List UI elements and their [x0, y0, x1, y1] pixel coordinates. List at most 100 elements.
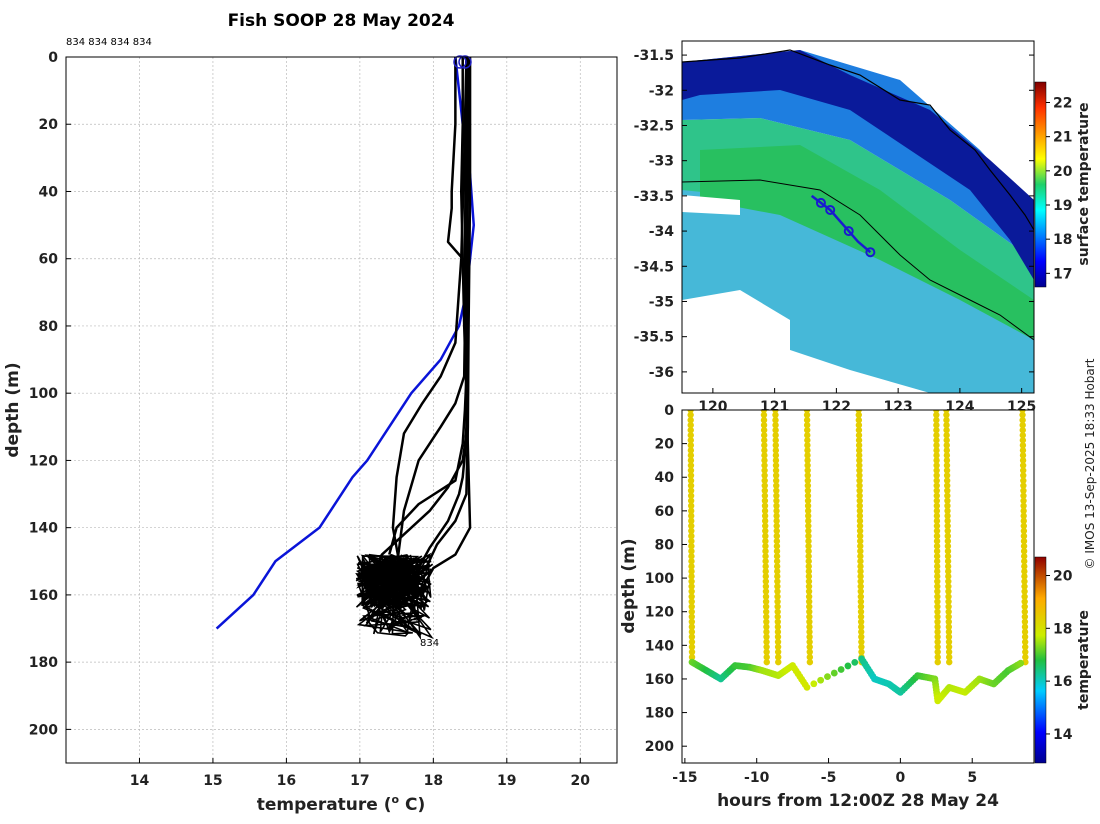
map-y-tick-label: -33 — [649, 154, 674, 170]
descent-point — [804, 497, 812, 504]
descent-point — [856, 487, 863, 494]
descent-point — [944, 482, 951, 489]
descent-point — [944, 507, 951, 515]
descent-point — [856, 477, 863, 484]
profile-bottom-loops — [355, 552, 434, 641]
tag-label-bottom-1: 834 — [400, 614, 419, 625]
descent-point — [933, 447, 940, 454]
descent-point — [804, 426, 811, 434]
descent-point — [934, 598, 941, 605]
descent-point — [805, 527, 812, 535]
y-tick-label: 60 — [39, 252, 59, 268]
descent-point — [762, 603, 770, 610]
descent-point — [761, 437, 768, 444]
descent-point — [803, 411, 811, 419]
descent-point — [933, 502, 941, 510]
descent-point — [761, 477, 768, 484]
series-line-profile-7 — [388, 57, 470, 555]
descent-point — [945, 573, 952, 580]
track-station-marker — [815, 197, 826, 208]
descent-point — [945, 643, 953, 651]
sst-cloud-gap — [682, 290, 790, 393]
descent-point — [762, 553, 769, 560]
descent-point — [805, 537, 812, 545]
descent-point — [1021, 628, 1029, 636]
shelf-contour — [682, 179, 1034, 341]
descent-point — [773, 517, 780, 525]
map-colorbar-tick-label: 22 — [1053, 96, 1072, 112]
dt-y-tick-label: 200 — [645, 739, 674, 755]
descent-point — [933, 497, 941, 504]
descent-point — [933, 432, 940, 439]
credit-text: © IMOS 13-Sep-2025 18:33 Hobart — [1083, 358, 1097, 569]
descent-point — [772, 426, 779, 434]
dt-colorbar-tick-label: 16 — [1053, 674, 1072, 690]
descent-point — [856, 502, 864, 510]
map-colorbar-ticks: 17 18 19 20 21 22 — [1046, 96, 1073, 282]
dt-colorbar-tick-label: 14 — [1053, 727, 1073, 743]
descent-point — [934, 653, 941, 661]
descent-point — [856, 532, 864, 540]
dt-x-tick-label: -5 — [821, 770, 837, 786]
descent-point — [1022, 648, 1029, 656]
descent-point — [687, 472, 695, 479]
dt-colorbar-tick-label: 20 — [1053, 568, 1073, 584]
descent-point — [773, 502, 780, 510]
bottom-point — [837, 666, 845, 673]
descent-point — [763, 618, 770, 625]
temperature-colorbar-label: temperature — [1076, 610, 1092, 710]
descent-point — [762, 588, 770, 595]
y-tick-label: 20 — [39, 117, 59, 133]
descent-point — [763, 658, 770, 666]
descent-point — [1020, 527, 1028, 535]
x-tick-label: 20 — [571, 773, 591, 789]
descent-point — [1020, 532, 1028, 540]
descent-point — [943, 452, 951, 459]
descent-point — [805, 522, 812, 530]
descent-point — [774, 608, 781, 615]
descent-point — [944, 522, 951, 530]
descent-point — [857, 598, 865, 605]
dt-y-tick-label: 60 — [655, 504, 675, 520]
descent-point — [934, 588, 941, 595]
descent-point — [775, 653, 782, 661]
descent-point — [933, 462, 940, 469]
descent-point — [774, 603, 781, 610]
descent-point — [762, 598, 770, 605]
descent-point — [1019, 467, 1027, 474]
series-line-profile-4 — [391, 57, 468, 569]
descent-point — [946, 658, 953, 666]
map-colorbar — [1034, 81, 1047, 288]
descent-point — [761, 462, 768, 469]
descent-point — [1019, 437, 1027, 444]
descent-point — [1019, 421, 1026, 429]
descent-point — [943, 437, 950, 444]
descent-point — [688, 603, 695, 610]
map-y-tick-label: -35.5 — [634, 330, 674, 346]
descent-point — [805, 588, 813, 595]
descent-point — [857, 568, 864, 575]
descent-point — [774, 568, 781, 575]
descent-point — [804, 437, 811, 444]
descent-point — [858, 648, 865, 656]
bottom-point — [817, 676, 825, 684]
y-tick-label: 200 — [29, 722, 58, 738]
descent-point — [805, 532, 812, 540]
descent-point — [688, 563, 695, 570]
depth-time-panel: 0 20 40 60 80 100 120 140 160 180 200 -15 -10 -5 0 5 ho… — [619, 403, 1092, 811]
map-y-tick-label: -36 — [649, 365, 674, 381]
descent-point — [806, 603, 813, 610]
descent-point — [687, 432, 694, 439]
descent-point — [1021, 563, 1028, 570]
descent-point — [1021, 558, 1028, 565]
descent-point — [805, 517, 812, 525]
descent-point — [772, 432, 779, 439]
tag-label-bottom-2: 834 — [420, 638, 439, 649]
descent-point — [1021, 588, 1028, 595]
descent-point — [806, 633, 813, 641]
dt-y-tick-label: 80 — [655, 537, 675, 553]
descent-point — [763, 628, 770, 636]
descent-point — [688, 578, 695, 585]
descent-point — [773, 563, 781, 570]
descent-point — [944, 532, 951, 540]
